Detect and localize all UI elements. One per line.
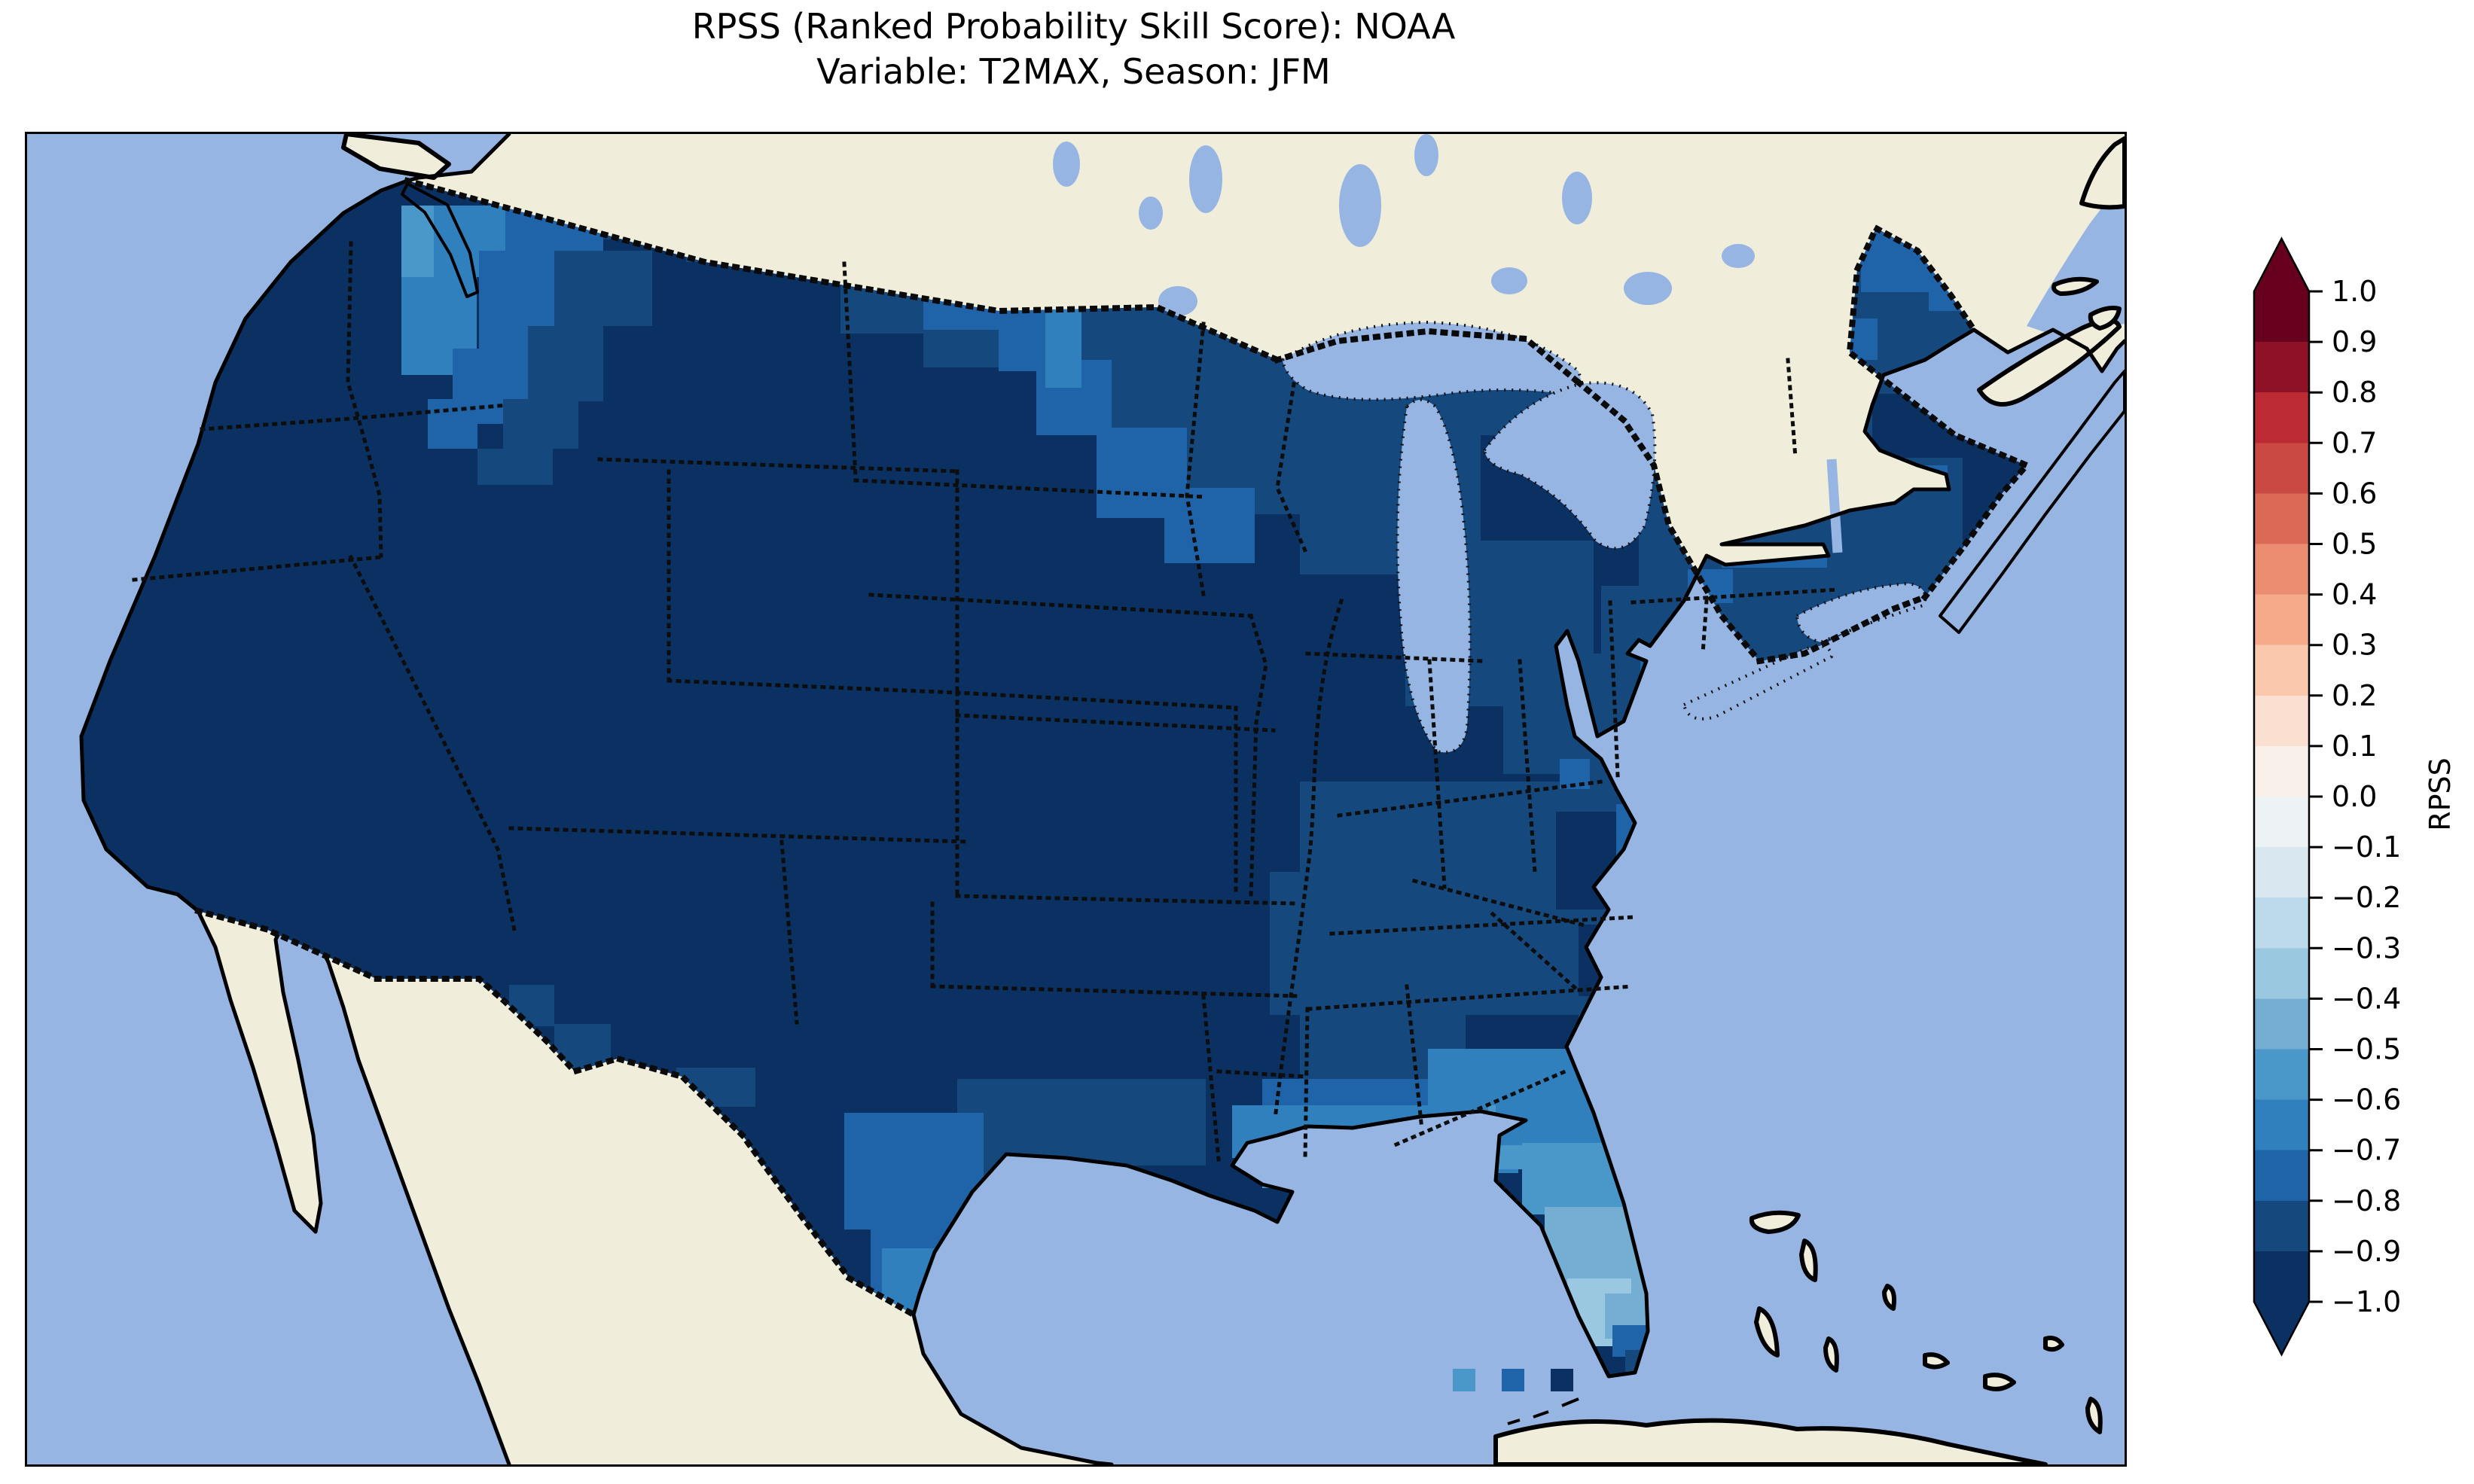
colorbar-tick-label: 0.5 xyxy=(2332,528,2377,561)
rpss-cell xyxy=(1551,1369,1573,1391)
rpss-cell xyxy=(1453,1369,1475,1391)
colorbar-segment xyxy=(2254,645,2309,696)
rpss-cell xyxy=(1164,488,1255,563)
colorbar-segment xyxy=(2254,696,2309,747)
colorbar-segment xyxy=(2254,797,2309,848)
title-line-1: RPSS (Ranked Probability Skill Score): N… xyxy=(25,5,2122,50)
colorbar-extend-max xyxy=(2254,239,2309,291)
colorbar-segment xyxy=(2254,1150,2309,1202)
map-canvas xyxy=(27,134,2125,1464)
rpss-cell xyxy=(528,326,603,401)
colorbar-tick-label: −0.9 xyxy=(2332,1235,2401,1268)
rpss-cell xyxy=(477,449,553,485)
colorbar-segment xyxy=(2254,1201,2309,1252)
colorbar-segment xyxy=(2254,342,2309,393)
colorbar-tick-label: 0.9 xyxy=(2332,325,2377,358)
colorbar-segment xyxy=(2254,392,2309,443)
colorbar-segment xyxy=(2254,291,2309,343)
lake-champlain xyxy=(1832,459,1838,553)
rpss-cell xyxy=(503,399,578,449)
rpss-cell xyxy=(1045,309,1081,388)
colorbar-tick-label: −0.5 xyxy=(2332,1033,2401,1066)
colorbar-tick-label: −0.7 xyxy=(2332,1134,2401,1167)
colorbar-tick-label: 0.2 xyxy=(2332,679,2377,712)
colorbar-segment xyxy=(2254,897,2309,949)
colorbar-segment xyxy=(2254,1251,2309,1303)
colorbar-extend-min xyxy=(2254,1302,2309,1354)
colorbar-tick-label: −0.3 xyxy=(2332,931,2401,964)
colorbar-tick-label: −0.2 xyxy=(2332,881,2401,914)
colorbar-tick-label: −0.6 xyxy=(2332,1083,2401,1117)
colorbar-tick-label: 0.6 xyxy=(2332,477,2377,510)
colorbar-segment xyxy=(2254,1050,2309,1101)
colorbar-segment xyxy=(2254,847,2309,898)
colorbar-tick-label: 0.3 xyxy=(2332,629,2377,662)
colorbar-tick-label: 0.8 xyxy=(2332,376,2377,409)
colorbar-tick-label: −1.0 xyxy=(2332,1285,2401,1318)
colorbar-segments xyxy=(2254,239,2309,1354)
colorbar-segment xyxy=(2254,443,2309,494)
rpss-cell xyxy=(554,251,652,326)
colorbar-tick-label: −0.8 xyxy=(2332,1184,2401,1217)
colorbar-ticks: 1.0 0.9 0.8 0.7 0.6 0.5 0.4 0.3 0.2 0.1 0.0 −0.1 −0.… xyxy=(2309,275,2401,1318)
colorbar-segment xyxy=(2254,948,2309,999)
map-axes xyxy=(25,132,2127,1467)
figure: RPSS (Ranked Probability Skill Score): N… xyxy=(0,0,2474,1484)
rpss-offshore-cells xyxy=(1453,1369,1573,1391)
colorbar-axis-label: RPSS xyxy=(2424,757,2457,831)
colorbar-segment xyxy=(2254,493,2309,544)
chart-title: RPSS (Ranked Probability Skill Score): N… xyxy=(25,5,2122,95)
colorbar-tick-label: 1.0 xyxy=(2332,275,2377,308)
colorbar-tick-label: −0.4 xyxy=(2332,982,2401,1015)
colorbar-tick-label: 0.7 xyxy=(2332,426,2377,459)
colorbar-tick-label: 0.4 xyxy=(2332,578,2377,611)
colorbar-segment xyxy=(2254,998,2309,1050)
rpss-cell xyxy=(428,399,477,449)
rpss-cell xyxy=(1502,1369,1524,1391)
colorbar-segment xyxy=(2254,746,2309,797)
title-line-2: Variable: T2MAX, Season: JFM xyxy=(25,50,2122,95)
colorbar-segment xyxy=(2254,544,2309,596)
colorbar-segment xyxy=(2254,595,2309,646)
colorbar-tick-label: 0.1 xyxy=(2332,730,2377,763)
colorbar-tick-label: 0.0 xyxy=(2332,780,2377,813)
colorbar-segment xyxy=(2254,1100,2309,1151)
colorbar-tick-label: −0.1 xyxy=(2332,830,2401,864)
